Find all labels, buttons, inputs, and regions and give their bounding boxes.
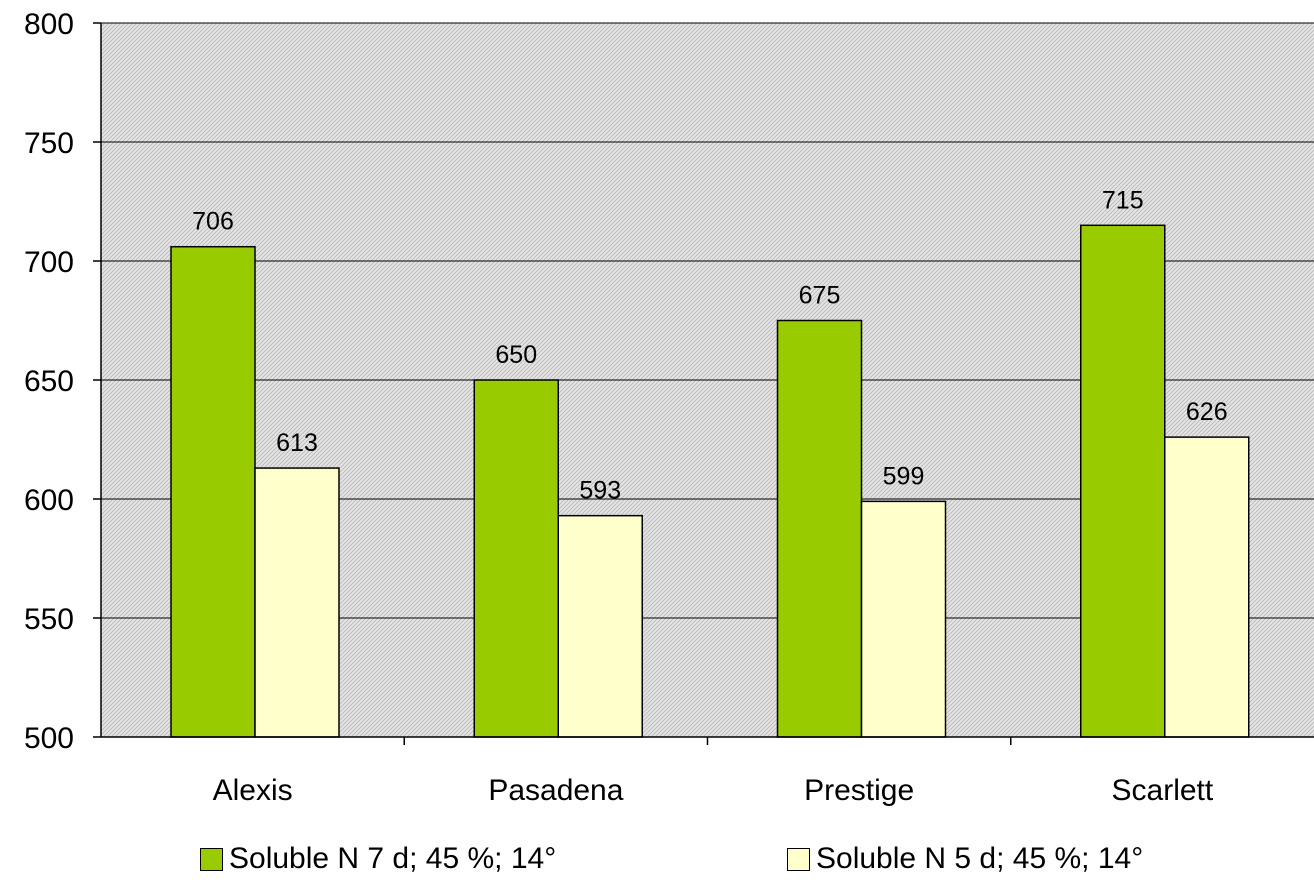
- legend-swatch-series-2: [787, 847, 810, 871]
- y-tick-label-800: 800: [24, 8, 74, 41]
- bar-series1-prestige: [776, 319, 863, 738]
- bar-series1-alexis: [170, 245, 256, 738]
- data-label-series2-pasadena: 593: [579, 477, 621, 505]
- x-tick-label-alexis: Alexis: [213, 774, 293, 807]
- y-tick-label-700: 700: [24, 246, 74, 279]
- bar-series1-scarlett: [1080, 224, 1166, 738]
- legend-item-series-1: Soluble N 7 d; 45 %; 14°: [200, 842, 556, 876]
- y-tick-label-550: 550: [24, 603, 74, 636]
- bar-series2-scarlett: [1164, 436, 1250, 738]
- data-label-series1-prestige: 675: [799, 282, 841, 310]
- x-tick-label-prestige: Prestige: [804, 774, 914, 807]
- y-tick-label-500: 500: [24, 722, 74, 755]
- bar-series1-pasadena: [473, 379, 559, 738]
- data-label-series1-alexis: 706: [192, 208, 234, 236]
- y-tick-label-750: 750: [24, 127, 74, 160]
- legend-label-series-2: Soluble N 5 d; 45 %; 14°: [816, 842, 1144, 875]
- data-label-series2-alexis: 613: [276, 429, 318, 457]
- data-label-series2-prestige: 599: [883, 462, 925, 490]
- legend: Soluble N 7 d; 45 %; 14° Soluble N 5 d; …: [0, 842, 1314, 892]
- y-tick-label-650: 650: [24, 365, 74, 398]
- data-label-series1-pasadena: 650: [495, 341, 537, 369]
- bar-chart: Alexis Pasadena Prestige Scarlett 500 550 600 6…: [24, 8, 1314, 807]
- legend-label-series-1: Soluble N 7 d; 45 %; 14°: [229, 842, 557, 875]
- data-label-series1-scarlett: 715: [1102, 186, 1144, 214]
- data-labels: 706 613 650 593 675 599 715 626: [192, 186, 1227, 504]
- bar-series2-prestige: [860, 500, 947, 738]
- bar-series2-pasadena: [557, 514, 643, 738]
- x-tick-label-pasadena: Pasadena: [488, 774, 623, 807]
- legend-swatch-series-1: [200, 847, 223, 871]
- y-tick-label-600: 600: [24, 484, 74, 517]
- x-tick-label-scarlett: Scarlett: [1112, 774, 1214, 807]
- axes: Alexis Pasadena Prestige Scarlett 500 550 600 6…: [24, 8, 1314, 807]
- legend-item-series-2: Soluble N 5 d; 45 %; 14°: [787, 842, 1143, 876]
- bar-series2-alexis: [254, 467, 340, 738]
- bars: [170, 224, 1250, 738]
- data-label-series2-scarlett: 626: [1186, 398, 1228, 426]
